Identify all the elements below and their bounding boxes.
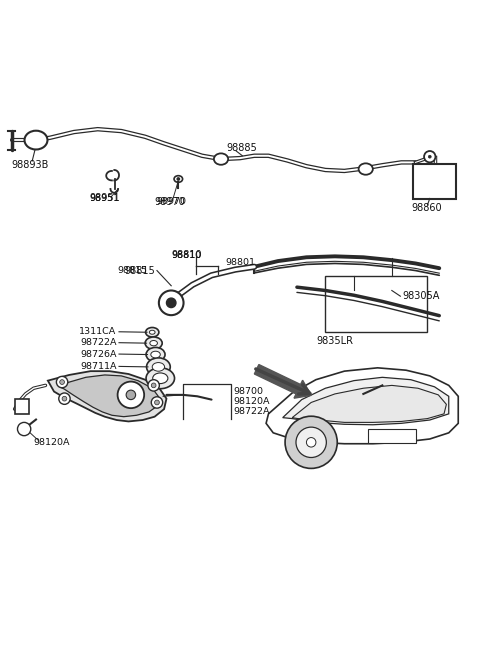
Polygon shape xyxy=(266,368,458,443)
Text: 98815: 98815 xyxy=(118,266,147,275)
Circle shape xyxy=(155,400,159,405)
Text: 98951: 98951 xyxy=(89,193,120,204)
Circle shape xyxy=(296,427,326,457)
Ellipse shape xyxy=(359,163,373,175)
Ellipse shape xyxy=(145,328,159,337)
Text: 98885: 98885 xyxy=(227,143,257,153)
Polygon shape xyxy=(14,399,29,414)
Text: 98951: 98951 xyxy=(90,194,120,203)
Text: 98120A: 98120A xyxy=(34,438,70,447)
Text: 98815: 98815 xyxy=(125,265,156,276)
FancyArrow shape xyxy=(254,365,311,398)
Ellipse shape xyxy=(146,368,175,388)
Circle shape xyxy=(177,177,180,181)
Circle shape xyxy=(306,438,316,447)
Circle shape xyxy=(167,298,176,308)
Polygon shape xyxy=(48,371,167,421)
Text: 98801: 98801 xyxy=(226,257,256,267)
Ellipse shape xyxy=(150,341,157,346)
Circle shape xyxy=(285,416,337,468)
Circle shape xyxy=(428,155,431,158)
Ellipse shape xyxy=(153,373,168,384)
Text: 98893B: 98893B xyxy=(12,160,49,170)
Text: 98722A: 98722A xyxy=(80,338,117,347)
Ellipse shape xyxy=(146,347,165,362)
Text: 98970: 98970 xyxy=(155,196,185,207)
Ellipse shape xyxy=(174,176,182,182)
Text: 98120A: 98120A xyxy=(233,397,269,406)
Circle shape xyxy=(62,396,67,401)
Ellipse shape xyxy=(24,131,48,149)
Circle shape xyxy=(118,382,144,408)
Circle shape xyxy=(126,390,136,400)
FancyBboxPatch shape xyxy=(413,164,456,199)
Ellipse shape xyxy=(149,330,155,334)
Text: 98711A: 98711A xyxy=(80,362,117,371)
Text: 98722A: 98722A xyxy=(233,407,269,417)
Ellipse shape xyxy=(146,358,170,376)
Ellipse shape xyxy=(145,337,162,349)
Circle shape xyxy=(60,380,64,384)
Text: 98810: 98810 xyxy=(172,251,202,260)
Circle shape xyxy=(148,380,159,391)
Circle shape xyxy=(151,383,156,388)
Polygon shape xyxy=(283,377,449,424)
Circle shape xyxy=(17,422,31,436)
Text: 98305A: 98305A xyxy=(402,291,440,301)
Circle shape xyxy=(159,291,183,315)
Polygon shape xyxy=(59,375,159,417)
Ellipse shape xyxy=(152,363,165,371)
Text: 98700: 98700 xyxy=(233,386,263,396)
Text: 9835LR: 9835LR xyxy=(316,336,353,346)
Polygon shape xyxy=(292,385,446,422)
Circle shape xyxy=(56,377,68,388)
Ellipse shape xyxy=(214,153,228,165)
Text: 98860: 98860 xyxy=(411,203,442,213)
Text: 98726A: 98726A xyxy=(80,350,117,358)
Text: 1311CA: 1311CA xyxy=(79,328,117,336)
Circle shape xyxy=(424,151,435,162)
Bar xyxy=(325,276,427,332)
Circle shape xyxy=(151,397,163,408)
Text: 98810: 98810 xyxy=(171,250,202,261)
Circle shape xyxy=(59,393,70,404)
Bar xyxy=(368,428,416,443)
Ellipse shape xyxy=(151,351,160,358)
Text: 98970: 98970 xyxy=(156,196,186,206)
